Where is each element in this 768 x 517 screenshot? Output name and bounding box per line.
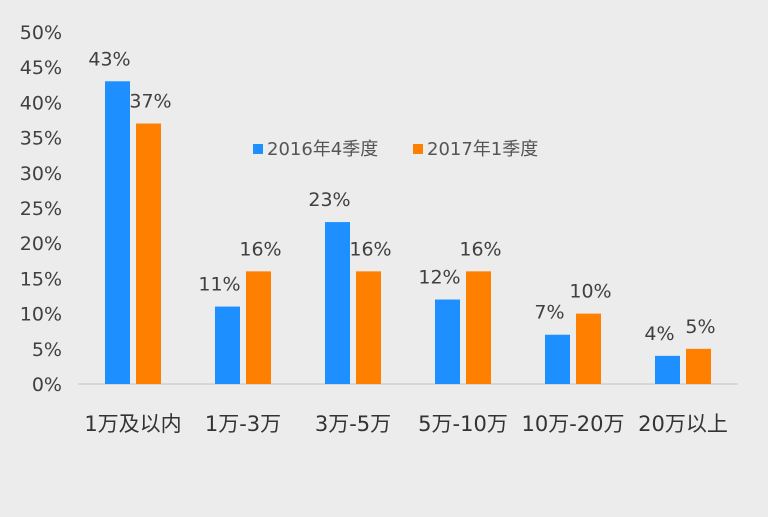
- x-category-label: 3万-5万: [315, 412, 391, 436]
- y-tick-label: 10%: [20, 304, 62, 326]
- y-tick-label: 50%: [20, 22, 62, 44]
- y-tick-label: 30%: [20, 163, 62, 185]
- data-label: 23%: [308, 189, 350, 211]
- y-tick-label: 0%: [32, 374, 62, 396]
- bar-series2: [356, 271, 381, 384]
- bar-series2: [246, 271, 271, 384]
- legend-swatch: [413, 144, 423, 154]
- data-labels: 43% 37% 11% 16% 23% 16% 12% 16% 7%10% 4% 5%: [88, 48, 715, 345]
- data-label: 12%: [418, 267, 460, 289]
- data-label: 4%: [644, 323, 674, 345]
- x-category-label: 5万-10万: [418, 412, 508, 436]
- data-label: 11%: [198, 274, 240, 296]
- x-category-label: 1万及以内: [84, 412, 181, 436]
- bar-series1: [655, 355, 680, 384]
- data-label: 37%: [129, 91, 171, 113]
- y-tick-label: 45%: [20, 57, 62, 79]
- data-label: 43%: [88, 48, 130, 70]
- x-category-label: 20万以上: [638, 412, 728, 436]
- y-tick-label: 15%: [20, 268, 62, 290]
- legend-label: 2017年1季度: [427, 139, 538, 160]
- bar-series1: [545, 334, 570, 384]
- data-label: 7%: [534, 302, 564, 324]
- bar-series2: [136, 123, 161, 385]
- x-category-label: 1万-3万: [205, 412, 281, 436]
- data-label: 16%: [239, 238, 281, 260]
- bar-series1: [325, 222, 350, 384]
- bar-series2: [576, 313, 601, 384]
- x-axis: 1万及以内 1万-3万 3万-5万 5万-10万 10万-20万 20万以上: [84, 412, 728, 436]
- y-tick-label: 35%: [20, 128, 62, 150]
- bars: [105, 81, 711, 385]
- legend-swatch: [253, 144, 263, 154]
- data-label: 5%: [685, 316, 715, 338]
- x-category-label: 10万-20万: [521, 412, 624, 436]
- data-label: 10%: [569, 281, 611, 303]
- bar-series1: [215, 306, 240, 384]
- bar-series2: [686, 348, 711, 384]
- legend-label: 2016年4季度: [267, 139, 378, 160]
- data-label: 16%: [459, 238, 501, 260]
- legend: 2016年4季度 2017年1季度: [253, 139, 538, 160]
- y-tick-label: 25%: [20, 198, 62, 220]
- bar-series2: [466, 271, 491, 384]
- y-axis: 0% 5% 10% 15% 20% 25% 30% 35% 40% 45% 50%: [20, 22, 62, 396]
- y-tick-label: 40%: [20, 92, 62, 114]
- data-label: 16%: [349, 238, 391, 260]
- y-tick-label: 5%: [32, 339, 62, 361]
- y-tick-label: 20%: [20, 233, 62, 255]
- bar-series1: [435, 299, 460, 384]
- bar-series1: [105, 81, 130, 384]
